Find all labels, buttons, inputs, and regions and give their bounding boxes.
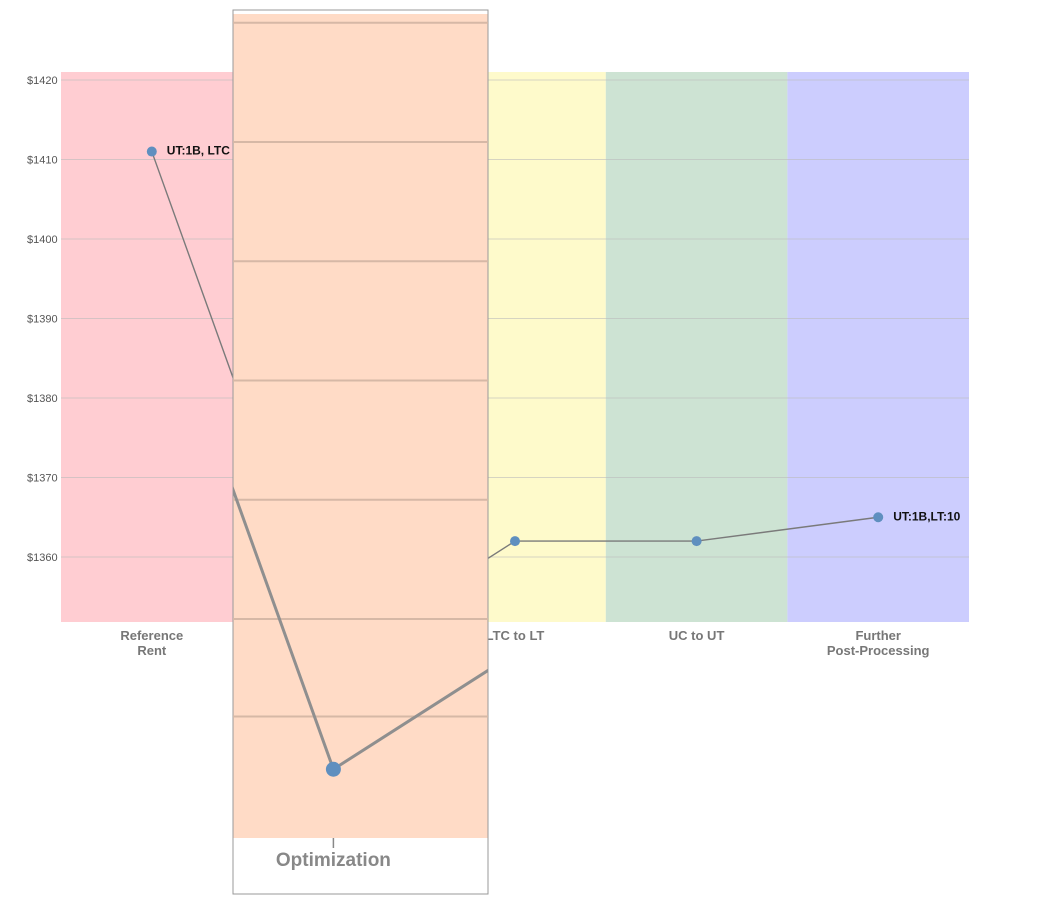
y-tick-label: $1370 xyxy=(27,473,58,485)
y-tick-label: $1400 xyxy=(27,234,58,246)
y-tick-label: $1380 xyxy=(27,393,58,405)
band-4 xyxy=(787,72,969,622)
data-point-label: UT:1B, LTC xyxy=(167,144,230,158)
band-3 xyxy=(605,72,788,622)
x-category-label-line: Reference xyxy=(120,628,183,643)
data-point-label: UT:1B,LT:10 xyxy=(893,509,960,523)
x-category-label-line: Further xyxy=(855,628,901,643)
y-tick-label: $1360 xyxy=(27,552,58,564)
y-tick-label: $1420 xyxy=(27,75,58,87)
x-category-label-line: LTC to LT xyxy=(486,628,545,643)
zoom-lens: Optimization xyxy=(232,9,489,895)
y-tick-label: $1410 xyxy=(27,155,58,167)
point-labels: UT:1B, LTC UT:1B,LT:10 xyxy=(167,144,961,524)
y-tick-label: $1390 xyxy=(27,314,58,326)
x-category-label-line: UC to UT xyxy=(669,628,725,643)
x-category-label-line: Post-Processing xyxy=(827,643,930,658)
zoom-lens-content xyxy=(233,21,488,777)
data-point xyxy=(510,536,520,547)
zoom-category-label: Optimization xyxy=(276,850,391,871)
x-category-label: LTC to LT xyxy=(486,628,545,643)
zoom-lens-band xyxy=(233,14,488,838)
data-point xyxy=(146,146,157,157)
y-axis-ticks: $1360 $1370 $1380 $1390 $1400 $1410 $1420 xyxy=(27,75,58,564)
x-category-label-line: Rent xyxy=(137,643,167,658)
x-category-label: Further Post-Processing xyxy=(827,628,930,658)
band-0 xyxy=(61,72,243,622)
data-point xyxy=(691,536,702,547)
x-category-label: Reference Rent xyxy=(120,628,183,658)
data-point xyxy=(873,512,884,523)
x-category-label: UC to UT xyxy=(669,628,725,643)
zoom-series-line xyxy=(233,485,488,772)
zoom-data-point xyxy=(325,761,341,777)
